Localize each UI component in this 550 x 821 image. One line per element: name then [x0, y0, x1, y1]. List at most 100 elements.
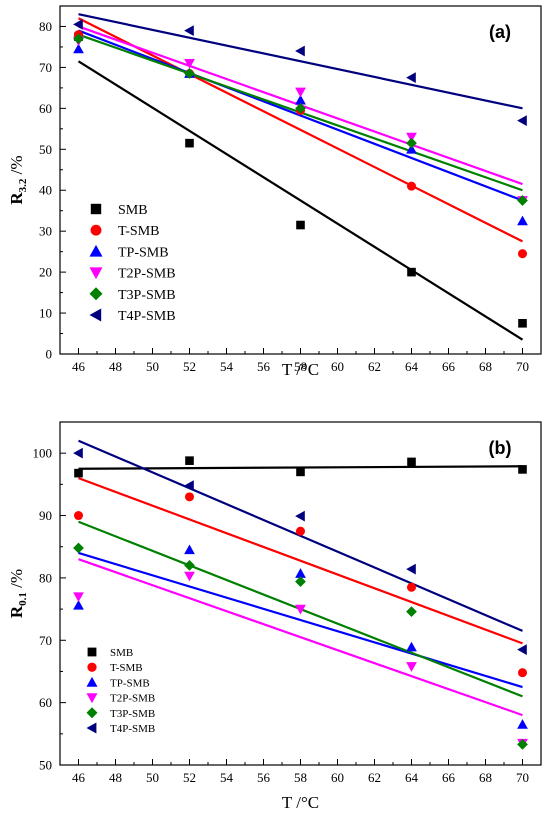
fit-line-smb	[78, 465, 523, 470]
legend-marker-t-smb	[90, 224, 102, 236]
data-point-t-smb	[517, 249, 528, 259]
data-point-t3p-smb	[295, 576, 306, 588]
legend-label-t-smb: T-SMB	[110, 662, 143, 674]
x-tick-label: 58	[294, 770, 307, 785]
y-tick-label: 80	[39, 19, 52, 34]
y-axis-label-main: R	[7, 192, 26, 205]
legend-marker-tp-smb	[89, 244, 103, 257]
y-tick-label: 50	[39, 142, 52, 157]
x-tick-label: 56	[257, 770, 271, 785]
data-point-t-smb	[295, 526, 306, 536]
data-point-t3p-smb	[295, 102, 306, 114]
data-point-t2p-smb	[295, 87, 306, 98]
y-axis-label: R0.1 /%	[7, 569, 29, 618]
legend-marker-smb	[87, 647, 97, 657]
data-point-t4p-smb	[73, 19, 83, 30]
data-point-tp-smb	[517, 215, 528, 226]
legend: SMB T-SMB TP-SMB T2P-SMB T3P-SMB T4P-SMB	[89, 203, 176, 324]
y-tick-label: 80	[39, 570, 52, 585]
legend-marker-smb	[90, 203, 102, 215]
y-tick-label: 0	[46, 347, 53, 362]
data-point-t4p-smb	[406, 563, 416, 575]
x-tick-label: 48	[109, 359, 122, 374]
y-tick-label: 30	[39, 224, 52, 239]
y-tick-label: 60	[39, 101, 52, 116]
legend-marker-tp-smb	[86, 676, 98, 687]
data-point-tp-smb	[73, 43, 84, 54]
y-axis-label-unit: /%	[7, 155, 26, 178]
data-point-t4p-smb	[184, 25, 194, 36]
x-tick-label: 54	[220, 359, 234, 374]
y-tick-label: 50	[39, 758, 52, 773]
y-tick-label: 20	[39, 265, 52, 280]
data-point-t-smb	[517, 668, 528, 678]
legend-label-t3p-smb: T3P-SMB	[118, 288, 176, 303]
data-point-tp-smb	[406, 143, 417, 154]
y-tick-label: 10	[39, 306, 52, 321]
legend-label-tp-smb: TP-SMB	[118, 245, 169, 260]
x-tick-label: 70	[516, 770, 529, 785]
data-point-smb	[185, 138, 194, 148]
fit-line-t-smb	[78, 17, 523, 243]
data-point-tp-smb	[295, 568, 306, 578]
data-point-t4p-smb	[517, 115, 527, 127]
x-tick-label: 60	[331, 770, 344, 785]
legend-label-smb: SMB	[110, 647, 133, 659]
data-point-t-smb	[184, 492, 195, 502]
x-tick-label: 52	[183, 359, 196, 374]
x-axis-label: T /°C	[282, 360, 319, 379]
x-tick-label: 62	[368, 770, 381, 785]
y-tick-label: 100	[33, 446, 53, 461]
x-tick-label: 54	[220, 770, 234, 785]
data-point-t2p-smb	[406, 662, 417, 672]
fit-line-tp-smb	[78, 29, 523, 202]
data-point-t-smb	[406, 582, 417, 592]
data-point-smb	[185, 456, 194, 465]
legend-marker-t2p-smb	[86, 693, 98, 704]
x-tick-label: 68	[479, 359, 492, 374]
chart-panel-1: 46 48 50 52 54 56 58 60 62 64 66 68 70 50 60 70 80 90 100 T…	[7, 421, 542, 812]
data-point-t2p-smb	[295, 604, 306, 615]
data-point-t3p-smb	[73, 33, 84, 45]
x-tick-label: 48	[109, 770, 122, 785]
data-point-t4p-smb	[295, 45, 305, 57]
data-point-t3p-smb	[184, 68, 195, 79]
data-point-smb	[407, 267, 416, 277]
y-tick-label: 60	[39, 695, 52, 710]
legend-marker-t3p-smb	[89, 287, 103, 301]
fit-line-t-smb	[78, 477, 523, 645]
y-axis-label-main: R	[7, 605, 26, 618]
legend-label-t2p-smb: T2P-SMB	[118, 267, 176, 282]
data-point-t3p-smb	[73, 542, 84, 554]
x-tick-label: 58	[294, 359, 307, 374]
legend-label-t4p-smb: T4P-SMB	[118, 309, 176, 324]
panel-label: (b)	[489, 438, 512, 458]
y-axis-label-subscript: 0.1	[17, 592, 29, 606]
data-point-t-smb	[73, 511, 84, 521]
x-tick-label: 46	[72, 359, 86, 374]
data-point-t3p-smb	[517, 195, 528, 206]
data-point-smb	[296, 467, 305, 477]
legend-label-t3p-smb: T3P-SMB	[110, 708, 155, 720]
y-axis-label-unit: /%	[7, 569, 26, 592]
data-point-t3p-smb	[406, 137, 417, 149]
y-tick-label: 70	[39, 633, 52, 648]
legend: SMB T-SMB TP-SMB T2P-SMB T3P-SMB T4P-SMB	[86, 647, 155, 735]
x-tick-label: 60	[331, 359, 344, 374]
legend-marker-t3p-smb	[86, 707, 98, 719]
y-axis-label: R3.2 /%	[7, 155, 29, 204]
legend-marker-t4p-smb	[86, 722, 97, 734]
x-tick-label: 52	[183, 770, 196, 785]
fit-line-t4p-smb	[78, 439, 523, 632]
fit-line-tp-smb	[78, 551, 523, 689]
x-tick-label: 68	[479, 770, 492, 785]
legend-label-tp-smb: TP-SMB	[110, 677, 150, 689]
y-tick-label: 70	[39, 60, 52, 75]
x-tick-label: 64	[405, 359, 419, 374]
legend-label-smb: SMB	[118, 203, 148, 218]
data-point-t3p-smb	[517, 739, 528, 750]
chart-panel-0: 46 48 50 52 54 56 58 60 62 64 66 68 70 0 10 20 30 40 50 60 7…	[7, 5, 542, 379]
data-point-tp-smb	[184, 544, 195, 555]
data-point-smb	[518, 465, 527, 474]
